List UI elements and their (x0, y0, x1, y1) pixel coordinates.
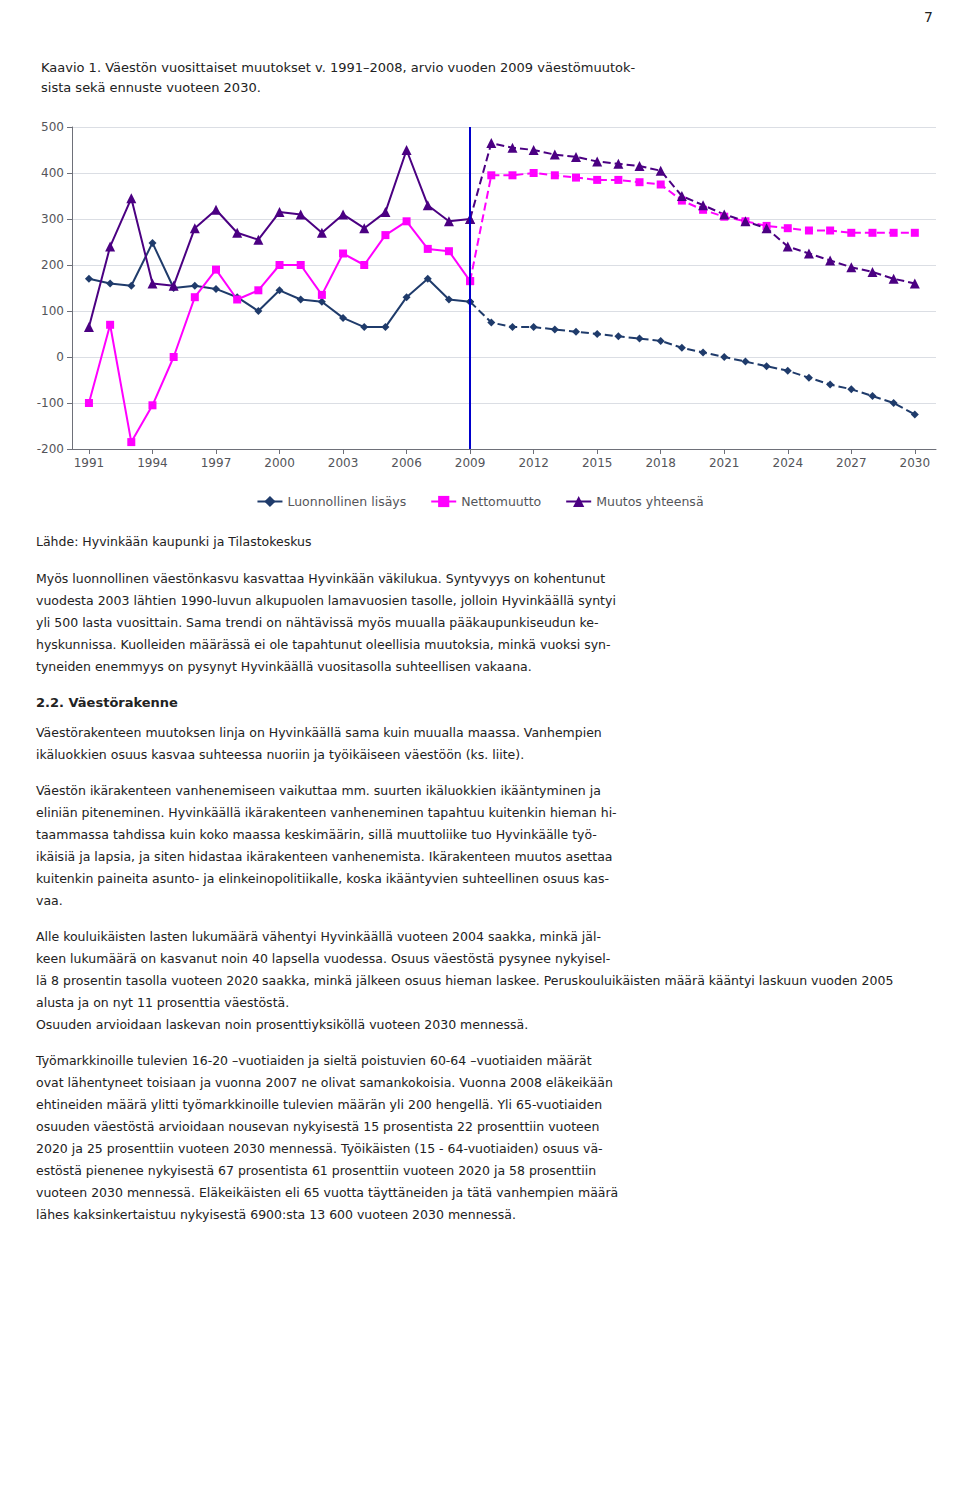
html-text:eliniän piteneminen. Hyvinkääl: eliniän piteneminen. Hyvinkäällä ikärake… (36, 805, 617, 820)
svg-text:0: 0 (56, 350, 64, 364)
svg-text:2006: 2006 (391, 456, 422, 470)
html-text:estöstä pienenee nykyisestä 67: estöstä pienenee nykyisestä 67 prosentis… (36, 1163, 597, 1178)
html-text:ikäisiä ja lapsia, ja siten hi: ikäisiä ja lapsia, ja siten hidastaa ikä… (36, 849, 613, 864)
svg-text:2018: 2018 (645, 456, 676, 470)
svg-text:2015: 2015 (582, 456, 613, 470)
svg-text:Kaavio 1. Väestön vuosittaiset: Kaavio 1. Väestön vuosittaiset muutokset… (41, 60, 635, 75)
html-text:Väestön ikärakenteen vanhenemi: Väestön ikärakenteen vanhenemiseen vaiku… (36, 783, 601, 798)
html-text:Lähde: Hyvinkään kaupunki ja T: Lähde: Hyvinkään kaupunki ja Tilastokesk… (36, 534, 312, 549)
html-text:lä 8 prosentin tasolla vuoteen: lä 8 prosentin tasolla vuoteen 2020 saak… (36, 973, 894, 1010)
svg-text:2024: 2024 (772, 456, 803, 470)
html-text:2020 ja 25 prosenttiin vuoteen: 2020 ja 25 prosenttiin vuoteen 2030 menn… (36, 1141, 603, 1156)
html-text:osuuden väestöstä arvioidaan n: osuuden väestöstä arvioidaan nousevan ny… (36, 1119, 600, 1134)
html-text:taammassa tahdissa kuin koko m: taammassa tahdissa kuin koko maassa kesk… (36, 827, 597, 842)
svg-text:Muutos yhteensä: Muutos yhteensä (596, 494, 703, 509)
html-text:vaa.: vaa. (36, 893, 63, 908)
svg-text:Nettomuutto: Nettomuutto (461, 494, 541, 509)
svg-text:2012: 2012 (518, 456, 549, 470)
svg-text:1997: 1997 (201, 456, 232, 470)
svg-text:sista sekä ennuste vuoteen 203: sista sekä ennuste vuoteen 2030. (41, 80, 261, 95)
html-text:lähes kaksinkertaistuu nykyise: lähes kaksinkertaistuu nykyisestä 6900:s… (36, 1207, 516, 1222)
svg-text:-100: -100 (37, 396, 64, 410)
html-text:ehtineiden määrä ylitti työmar: ehtineiden määrä ylitti työmarkkinoille … (36, 1097, 603, 1112)
svg-text:2000: 2000 (264, 456, 295, 470)
html-text:yli 500 lasta vuosittain. Sama: yli 500 lasta vuosittain. Sama trendi on… (36, 615, 599, 630)
html-text:keen lukumäärä on kasvanut noi: keen lukumäärä on kasvanut noin 40 lapse… (36, 951, 611, 966)
html-text:Osuuden arvioidaan laskevan no: Osuuden arvioidaan laskevan noin prosent… (36, 1017, 529, 1032)
html-text:vuodesta 2003 lähtien 1990-luv: vuodesta 2003 lähtien 1990-luvun alkupuo… (36, 593, 616, 608)
html-text:vuoteen 2030 mennessä. Eläkeik: vuoteen 2030 mennessä. Eläkeikäisten eli… (36, 1185, 619, 1200)
html-text:ovat lähentyneet toisiaan ja v: ovat lähentyneet toisiaan ja vuonna 2007… (36, 1075, 613, 1090)
svg-text:1991: 1991 (74, 456, 105, 470)
svg-text:200: 200 (41, 258, 64, 272)
html-text:2.2. Väestörakenne: 2.2. Väestörakenne (36, 695, 178, 710)
svg-text:400: 400 (41, 166, 64, 180)
svg-text:2027: 2027 (836, 456, 867, 470)
svg-text:1994: 1994 (137, 456, 168, 470)
html-text:kuitenkin paineita asunto- ja: kuitenkin paineita asunto- ja elinkeinop… (36, 871, 609, 886)
svg-text:7: 7 (924, 9, 933, 25)
html-text:Väestörakenteen muutoksen linj: Väestörakenteen muutoksen linja on Hyvin… (36, 725, 602, 740)
svg-text:2021: 2021 (709, 456, 740, 470)
svg-text:300: 300 (41, 212, 64, 226)
svg-text:2003: 2003 (328, 456, 359, 470)
svg-text:100: 100 (41, 304, 64, 318)
html-text:ikäluokkien osuus kasvaa suhte: ikäluokkien osuus kasvaa suhteessa nuori… (36, 747, 525, 762)
html-text:Alle kouluikäisten lasten luku: Alle kouluikäisten lasten lukumäärä vähe… (36, 929, 601, 944)
svg-text:500: 500 (41, 120, 64, 134)
html-text:tyneiden enemmyys on pysynyt H: tyneiden enemmyys on pysynyt Hyvinkäällä… (36, 659, 532, 674)
svg-text:-200: -200 (37, 442, 64, 456)
html-text:Myös luonnollinen väestönkasvu: Myös luonnollinen väestönkasvu kasvattaa… (36, 571, 605, 586)
svg-text:Luonnollinen lisäys: Luonnollinen lisäys (287, 494, 406, 509)
html-text:Työmarkkinoille tulevien 16-20: Työmarkkinoille tulevien 16-20 –vuotiaid… (36, 1053, 592, 1068)
svg-text:2009: 2009 (455, 456, 486, 470)
html-text:hyskunnissa. Kuolleiden määräs: hyskunnissa. Kuolleiden määrässä ei ole … (36, 637, 611, 652)
svg-text:2030: 2030 (900, 456, 931, 470)
